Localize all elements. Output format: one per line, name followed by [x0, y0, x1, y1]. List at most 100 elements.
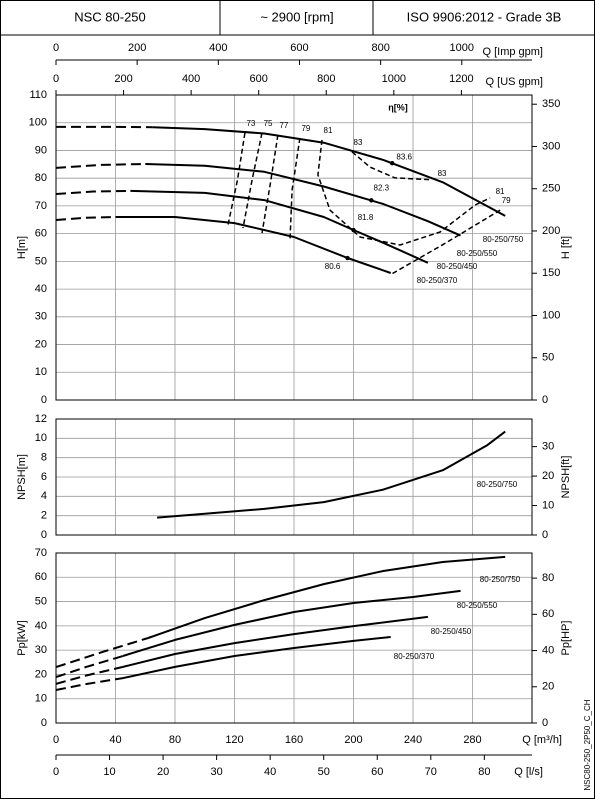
curve-label: 80-250/370 [394, 652, 435, 661]
x-tick-label: 1200 [449, 73, 473, 85]
y2-tick-label: 100 [542, 309, 560, 321]
contour-label: 75 [264, 119, 273, 128]
y-axis-title: H[m] [16, 236, 28, 259]
curve-label: 80-250/750 [480, 575, 521, 584]
y2-tick-label: 0 [542, 529, 548, 541]
y2-tick-label: 350 [542, 98, 560, 110]
efficiency-point [345, 256, 349, 260]
curve [116, 217, 391, 273]
y2-tick-label: 250 [542, 183, 560, 195]
x-tick-label: 0 [53, 766, 59, 778]
efficiency-contour [228, 133, 245, 225]
x-tick-label: 200 [344, 734, 362, 746]
y-tick-label: 10 [35, 366, 47, 378]
efficiency-label: 80.6 [325, 262, 341, 271]
efficiency-label: 82.3 [374, 183, 390, 192]
x-tick-label: 80 [478, 766, 490, 778]
y2-tick-label: 80 [542, 572, 554, 584]
y2-tick-label: 40 [542, 644, 554, 656]
x-tick-label: 160 [285, 734, 303, 746]
x-tick-label: 40 [264, 766, 276, 778]
contour-label: 83 [438, 169, 447, 178]
x-axis-title: Q [Imp gpm] [482, 46, 543, 58]
y-axis-title: Pp[kW] [16, 620, 28, 655]
x-tick-label: 800 [317, 73, 335, 85]
x-tick-label: 30 [211, 766, 223, 778]
y-tick-label: 20 [35, 668, 47, 680]
y-tick-label: 80 [35, 172, 47, 184]
y-tick-label: 50 [35, 255, 47, 267]
y-tick-label: 10 [35, 693, 47, 705]
y2-axis-title: Pp[HP] [560, 621, 572, 656]
x-tick-label: 240 [404, 734, 422, 746]
contour-label: 73 [246, 119, 255, 128]
y-tick-label: 90 [35, 144, 47, 156]
standard: ISO 9906:2012 - Grade 3B [407, 9, 562, 24]
y2-tick-label: 200 [542, 225, 560, 237]
efficiency-contour [243, 133, 262, 228]
y2-axis-title: NPSH[ft] [560, 456, 572, 499]
x-tick-label: 1000 [382, 73, 406, 85]
y-tick-label: 30 [35, 311, 47, 323]
x-tick-label: 1000 [450, 42, 474, 54]
contour-label: 79 [502, 196, 511, 205]
curve [157, 432, 505, 518]
y2-tick-label: 20 [542, 681, 554, 693]
y2-tick-label: 50 [542, 352, 554, 364]
y2-tick-label: 10 [542, 499, 554, 511]
x-axis-title: Q [m³/h] [522, 734, 562, 746]
x-axis-title: Q [US gpm] [486, 76, 543, 88]
x-tick-label: 0 [53, 73, 59, 85]
y2-tick-label: 30 [542, 441, 554, 453]
y-tick-label: 70 [35, 200, 47, 212]
efficiency-label: 83.6 [396, 152, 412, 161]
y2-axis-title: H [ft] [560, 236, 572, 259]
y2-tick-label: 60 [542, 608, 554, 620]
x-tick-label: 0 [53, 42, 59, 54]
x-tick-label: 50 [318, 766, 330, 778]
x-tick-label: 70 [425, 766, 437, 778]
x-tick-label: 600 [290, 42, 308, 54]
y-tick-label: 40 [35, 620, 47, 632]
curve-label: 80-250/450 [431, 627, 472, 636]
curve-dashed [56, 217, 116, 220]
curve-dashed [56, 191, 130, 194]
x-tick-label: 200 [128, 42, 146, 54]
y-tick-label: 60 [35, 228, 47, 240]
y-tick-label: 0 [41, 717, 47, 729]
curve-label: 80-250/750 [483, 235, 524, 244]
annotation: η[%] [388, 102, 408, 112]
y-tick-label: 6 [41, 471, 47, 483]
y-tick-label: 50 [35, 595, 47, 607]
x-tick-label: 10 [103, 766, 115, 778]
curve-dashed [56, 667, 123, 684]
x-tick-label: 800 [371, 42, 389, 54]
efficiency-contour [352, 152, 432, 180]
efficiency-point [390, 161, 394, 165]
efficiency-point [351, 228, 355, 232]
curve-label: 80-250/550 [457, 249, 498, 258]
y-tick-label: 110 [29, 89, 47, 101]
x-tick-label: 20 [157, 766, 169, 778]
contour-label: 81 [324, 126, 333, 135]
curve-label: 80-250/370 [417, 276, 458, 285]
efficiency-point [369, 198, 373, 202]
curve-label: 80-250/450 [437, 262, 478, 271]
x-tick-label: 40 [109, 734, 121, 746]
x-tick-label: 600 [250, 73, 268, 85]
y-tick-label: 0 [41, 394, 47, 406]
efficiency-label: 81.8 [358, 213, 374, 222]
x-tick-label: 60 [371, 766, 383, 778]
y-tick-label: 8 [41, 452, 47, 464]
y-tick-label: 10 [35, 432, 47, 444]
efficiency-contour [290, 138, 300, 240]
x-tick-label: 80 [169, 734, 181, 746]
contour-label: 81 [496, 187, 505, 196]
x-tick-label: 200 [114, 73, 132, 85]
curve-dashed [56, 164, 145, 168]
x-tick-label: 400 [209, 42, 227, 54]
y2-tick-label: 300 [542, 140, 560, 152]
x-tick-label: 400 [182, 73, 200, 85]
x-axis-title: Q [l/s] [514, 766, 543, 778]
